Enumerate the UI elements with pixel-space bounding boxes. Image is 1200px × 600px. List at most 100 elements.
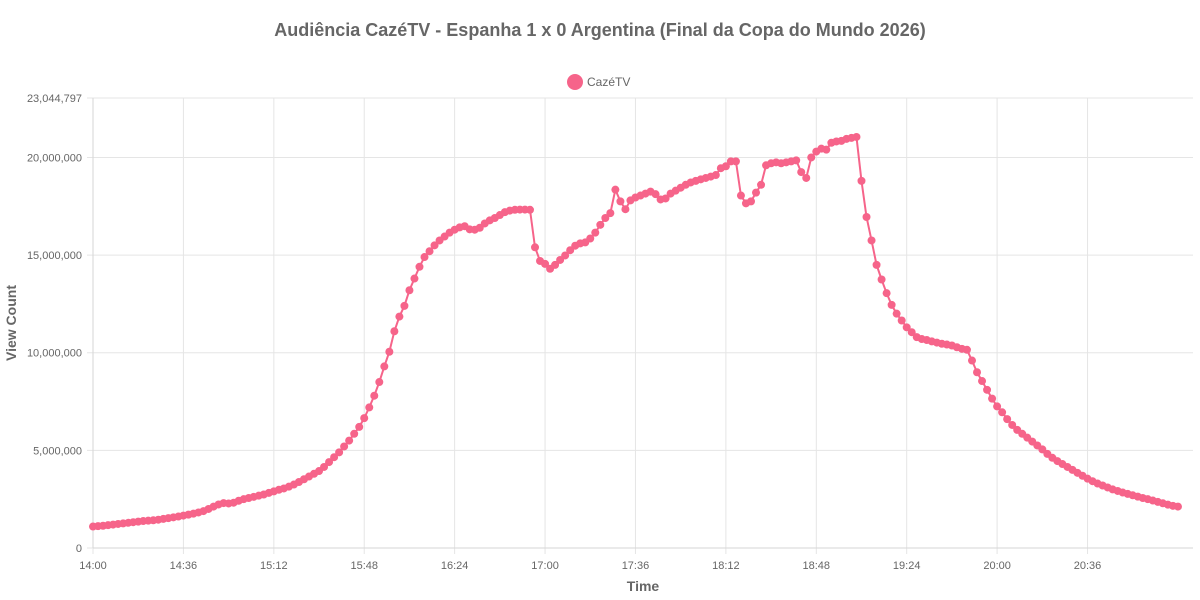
y-tick-label: 23,044,797 — [27, 93, 82, 105]
x-axis: 14:00 14:36 15:12 15:48 16:24 17:00 17:36 18:12… — [79, 560, 1101, 572]
data-point[interactable] — [541, 259, 550, 268]
x-tick-label: 17:36 — [622, 560, 650, 572]
data-point[interactable] — [385, 347, 394, 356]
data-point[interactable] — [757, 180, 766, 189]
data-point[interactable] — [852, 132, 861, 141]
data-point[interactable] — [601, 213, 610, 222]
data-point[interactable] — [872, 260, 881, 269]
data-point[interactable] — [877, 275, 886, 284]
data-point[interactable] — [390, 327, 399, 336]
x-tick-label: 16:24 — [441, 560, 469, 572]
data-point[interactable] — [405, 286, 414, 295]
data-point[interactable] — [425, 247, 434, 256]
x-axis-title: Time — [627, 578, 660, 594]
y-tick-label: 15,000,000 — [27, 250, 82, 262]
data-point[interactable] — [907, 328, 916, 337]
data-point[interactable] — [586, 234, 595, 243]
data-point[interactable] — [651, 190, 660, 199]
data-point[interactable] — [420, 253, 429, 262]
data-point[interactable] — [350, 429, 359, 438]
data-point[interactable] — [340, 442, 349, 451]
x-tick-label: 15:12 — [260, 560, 288, 572]
data-point[interactable] — [807, 153, 816, 162]
data-point[interactable] — [902, 323, 911, 332]
data-point[interactable] — [355, 422, 364, 431]
data-point[interactable] — [993, 402, 1002, 411]
data-point[interactable] — [897, 316, 906, 325]
data-point[interactable] — [998, 408, 1007, 417]
data-point[interactable] — [591, 228, 600, 237]
x-tick-label: 18:12 — [712, 560, 740, 572]
data-point[interactable] — [822, 145, 831, 154]
data-point[interactable] — [410, 274, 419, 283]
data-point[interactable] — [345, 436, 354, 445]
data-point[interactable] — [968, 356, 976, 365]
legend-label-cazetv: CazéTV — [587, 75, 630, 89]
gridlines — [87, 97, 1193, 554]
data-point[interactable] — [736, 191, 745, 200]
y-axis-title: View Count — [3, 285, 19, 361]
data-point[interactable] — [430, 241, 439, 250]
data-point[interactable] — [531, 243, 540, 252]
data-point[interactable] — [1008, 420, 1017, 429]
x-tick-label: 14:36 — [170, 560, 198, 572]
series-cazetv — [89, 132, 1182, 531]
y-tick-label: 10,000,000 — [27, 348, 82, 360]
y-tick-label: 5,000,000 — [33, 445, 82, 457]
data-point[interactable] — [983, 385, 992, 394]
data-point[interactable] — [561, 251, 570, 260]
data-point[interactable] — [325, 458, 334, 467]
x-tick-label: 20:36 — [1074, 560, 1102, 572]
x-tick-label: 19:24 — [893, 560, 921, 572]
data-point[interactable] — [365, 403, 374, 412]
data-point[interactable] — [616, 197, 625, 206]
data-point[interactable] — [752, 188, 761, 197]
data-point[interactable] — [1003, 415, 1012, 424]
data-point[interactable] — [711, 171, 720, 180]
data-point[interactable] — [596, 220, 605, 229]
data-point[interactable] — [973, 368, 982, 377]
data-point[interactable] — [525, 205, 534, 214]
data-point[interactable] — [867, 236, 876, 245]
data-point[interactable] — [797, 168, 806, 177]
data-point[interactable] — [857, 176, 866, 185]
x-tick-label: 18:48 — [803, 560, 831, 572]
data-point[interactable] — [721, 162, 730, 171]
data-point[interactable] — [862, 213, 871, 222]
data-point[interactable] — [887, 300, 896, 309]
data-point[interactable] — [792, 156, 801, 165]
data-point[interactable] — [375, 378, 384, 387]
data-point[interactable] — [320, 462, 329, 471]
data-point[interactable] — [978, 377, 987, 386]
data-point[interactable] — [621, 205, 630, 214]
data-point[interactable] — [611, 185, 620, 194]
data-point[interactable] — [335, 448, 344, 457]
y-tick-label: 20,000,000 — [27, 152, 82, 164]
x-tick-label: 17:00 — [531, 560, 559, 572]
y-tick-label: 0 — [76, 543, 82, 555]
data-point[interactable] — [400, 301, 409, 310]
chart-title: Audiência CazéTV - Espanha 1 x 0 Argenti… — [274, 20, 925, 40]
data-point[interactable] — [360, 414, 369, 423]
data-point[interactable] — [988, 394, 997, 403]
data-point[interactable] — [802, 173, 811, 182]
data-point[interactable] — [395, 312, 404, 321]
x-tick-label: 15:48 — [350, 560, 378, 572]
y-axis: 0 5,000,000 10,000,000 15,000,000 20,000,000… — [27, 93, 82, 555]
data-point[interactable] — [380, 362, 389, 371]
data-point[interactable] — [415, 262, 424, 271]
data-point[interactable] — [892, 309, 901, 318]
data-point[interactable] — [1173, 502, 1182, 511]
legend[interactable]: CazéTV — [567, 74, 630, 90]
x-tick-label: 14:00 — [79, 560, 107, 572]
data-point[interactable] — [746, 197, 755, 206]
data-point[interactable] — [551, 260, 560, 269]
data-point[interactable] — [330, 453, 339, 462]
data-point[interactable] — [370, 391, 379, 400]
data-point[interactable] — [731, 157, 740, 166]
data-point[interactable] — [882, 289, 891, 298]
data-point[interactable] — [661, 194, 670, 203]
data-point[interactable] — [606, 209, 615, 218]
data-point[interactable] — [962, 345, 971, 354]
